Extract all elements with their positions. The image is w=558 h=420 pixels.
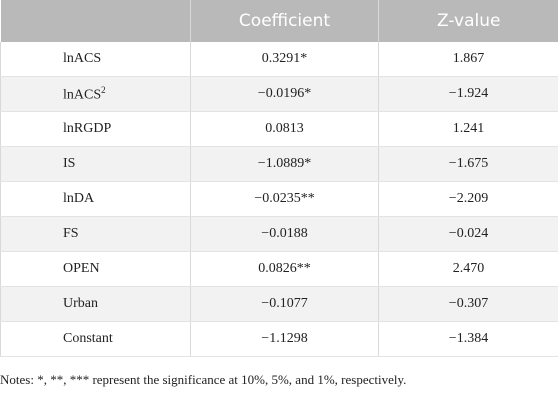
table-row: Constant −1.1298 −1.384 [0, 321, 558, 357]
header-row: Coefficient Z-value [0, 0, 558, 42]
value-cell: −0.0196* [190, 76, 379, 112]
header-cell: Coefficient [190, 0, 379, 42]
table-body: lnACS 0.3291* 1.867 lnACS2 −0.0196* −1.924 lnR… [0, 42, 558, 357]
value-cell: −0.0235** [190, 181, 379, 217]
table-row: FS −0.0188 −0.024 [0, 216, 558, 252]
value-cell: −1.1298 [190, 321, 379, 357]
value-cell: 0.3291* [190, 42, 379, 77]
value-cell: −0.0188 [190, 216, 379, 252]
header-cell [0, 0, 191, 42]
table-row: Urban −0.1077 −0.307 [0, 286, 558, 322]
row-label: IS [0, 146, 191, 182]
row-label: Urban [0, 286, 191, 322]
table-row: lnRGDP 0.0813 1.241 [0, 111, 558, 147]
table-row: IS −1.0889* −1.675 [0, 146, 558, 182]
value-cell: −2.209 [378, 181, 558, 217]
row-label: OPEN [0, 251, 191, 287]
row-label: lnDA [0, 181, 191, 217]
value-cell: −0.307 [378, 286, 558, 322]
value-cell: 2.470 [378, 251, 558, 287]
row-label: Constant [0, 321, 191, 357]
table-row: lnACS 0.3291* 1.867 [0, 42, 558, 77]
value-cell: −0.024 [378, 216, 558, 252]
row-label: lnRGDP [0, 111, 191, 147]
value-cell: 0.0826** [190, 251, 379, 287]
superscript: 2 [101, 84, 106, 95]
table-row: OPEN 0.0826** 2.470 [0, 251, 558, 287]
table-row: lnACS2 −0.0196* −1.924 [0, 76, 558, 112]
data-table: Coefficient Z-value lnACS 0.3291* 1.867 lnA… [0, 0, 558, 357]
value-cell: 1.241 [378, 111, 558, 147]
value-cell: −1.675 [378, 146, 558, 182]
value-cell: −1.924 [378, 76, 558, 112]
value-cell: 1.867 [378, 42, 558, 77]
header-cell: Z-value [378, 0, 558, 42]
row-label: lnACS2 [0, 76, 191, 112]
table-notes: Notes: *, **, *** represent the signific… [0, 372, 407, 387]
value-cell: 0.0813 [190, 111, 379, 147]
value-cell: −1.0889* [190, 146, 379, 182]
table-row: lnDA −0.0235** −2.209 [0, 181, 558, 217]
value-cell: −0.1077 [190, 286, 379, 322]
row-label: lnACS [0, 42, 191, 77]
label-text: lnACS [63, 87, 102, 103]
value-cell: −1.384 [378, 321, 558, 357]
row-label: FS [0, 216, 191, 252]
